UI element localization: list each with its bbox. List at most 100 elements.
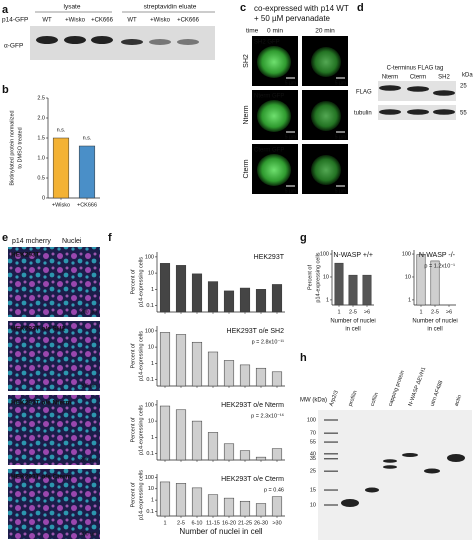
y-tick-label: 0.1 (146, 377, 154, 383)
marker: 55 (460, 111, 467, 117)
mw-marker: 15 (310, 487, 316, 493)
bar (223, 497, 235, 517)
band (91, 36, 113, 44)
bar (159, 481, 171, 517)
bar (239, 287, 251, 313)
channel-label: SH2 GFP (254, 40, 280, 46)
mw-marker: 100 (307, 417, 316, 423)
y-tick-label: 1 (151, 287, 154, 293)
micrograph (8, 469, 100, 539)
bar (207, 281, 219, 313)
band (383, 465, 397, 469)
x-tick-label: +Wisko (52, 202, 70, 208)
y-tick-label: 100 (145, 328, 154, 334)
lane-label: cofilin (370, 392, 380, 407)
y-tick-label: 100 (320, 251, 329, 257)
cell (257, 46, 291, 78)
lane-label: Nterm (382, 75, 398, 81)
band (402, 453, 418, 457)
annotation: n.s. (83, 135, 92, 141)
channel-label: Cterm GFP (254, 148, 284, 154)
micrograph (8, 247, 100, 317)
bar (207, 432, 219, 461)
bar (207, 494, 219, 517)
bar (191, 341, 203, 387)
y-tick-label: 10 (323, 274, 329, 280)
x-tick-label: 2-5 (177, 520, 185, 526)
y-tick-label: 100 (145, 254, 154, 260)
bar (255, 456, 267, 461)
bar (175, 483, 187, 517)
band (149, 39, 171, 45)
bar (348, 274, 358, 306)
scale-label: 5 µm (285, 134, 296, 140)
x-tick-label: +CK666 (77, 202, 97, 208)
channel-label: Nuclei (62, 238, 82, 245)
bar (207, 351, 219, 387)
x-axis-label: Number of nuclei in cell (179, 527, 262, 536)
row-label: p14-GFP (2, 17, 28, 24)
bar (52, 137, 70, 199)
x-axis-label: in cell (345, 327, 360, 333)
scale-label: 200 µm (80, 309, 97, 315)
panel-label: f (108, 232, 112, 244)
micrograph (8, 395, 100, 465)
y-axis-label: Percent of (130, 417, 136, 443)
x-tick-label: 1 (419, 309, 422, 315)
bar (175, 265, 187, 313)
y-tick-label: 0.1 (146, 509, 154, 515)
group-label: lysate (64, 4, 81, 11)
y-tick-label: 10 (148, 271, 154, 277)
band (379, 109, 401, 115)
y-tick-label: 1.0 (37, 155, 45, 161)
y-tick-label: 1 (326, 297, 329, 303)
y-tick-label: 1 (408, 297, 411, 303)
scale-label: 5 µm (335, 188, 346, 194)
y-tick-label: 0.5 (37, 175, 45, 181)
mw-marker: 25 (310, 469, 316, 475)
cell (311, 47, 341, 77)
bar (159, 405, 171, 461)
image-label: HEK293T (11, 252, 40, 259)
bar (239, 500, 251, 517)
band (379, 85, 401, 91)
bar (334, 262, 344, 306)
title: C-terminus FLAG tag (387, 66, 444, 72)
bar (271, 448, 283, 461)
bar (159, 263, 171, 313)
bar (239, 364, 251, 387)
x-tick-label: 1 (337, 309, 340, 315)
x-tick-label: 6-10 (191, 520, 202, 526)
panel-label: a (2, 4, 9, 16)
panel-label: h (300, 352, 307, 364)
scale-label: 5 µm (285, 188, 296, 194)
band (121, 39, 143, 45)
chart-title: N-WASP -/- (419, 252, 456, 259)
scale-label: 200 µm (80, 383, 97, 389)
y-axis-label: Percent of (130, 343, 136, 369)
blot-label: FLAG (356, 90, 372, 96)
y-axis-label: Biotinylated protein normalized (9, 110, 15, 185)
y-tick-label: 100 (145, 402, 154, 408)
bar (191, 487, 203, 517)
panel-label: c (240, 2, 246, 14)
title: co-expressed with p14 WT (254, 4, 349, 13)
x-axis-label: Number of nuclei (330, 319, 375, 325)
lane-label: utrn AF488 (430, 380, 445, 407)
x-tick-label: >30 (272, 520, 281, 526)
x-tick-label: >6 (364, 309, 370, 315)
x-tick-label: 2-5 (431, 309, 439, 315)
bar (223, 290, 235, 313)
band (447, 454, 465, 462)
band (64, 36, 86, 44)
blot-label: tubulin (354, 111, 372, 117)
bar (239, 450, 251, 461)
marker: 25 (460, 84, 467, 90)
chart-title: HEK293T o/e SH2 (227, 328, 285, 335)
lane-label: Arp2/3 (329, 390, 340, 407)
blot-label: α-GFP (4, 43, 23, 50)
bar (271, 371, 283, 387)
bar (191, 420, 203, 461)
